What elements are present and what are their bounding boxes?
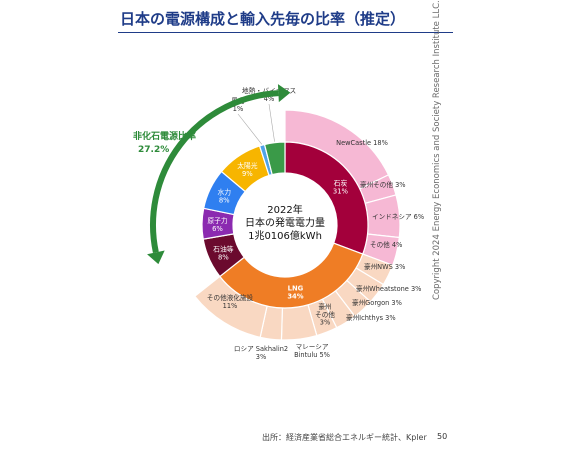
outer-label-wheatstone-5: 豪州Wheatstone 3%: [356, 284, 421, 293]
outer-label-item-1: 豪州その他 3%: [360, 180, 406, 189]
arrow-head-bottom: [147, 250, 165, 265]
annotation-value: 27.2%: [138, 145, 169, 155]
inner-label-1: LNG 34%: [287, 285, 303, 301]
page-title: 日本の電源構成と輸入先毎の比率（推定）: [120, 10, 406, 28]
outer-label-newcastle-0: NewCastle 18%: [336, 139, 388, 147]
inner-slice-7: [263, 141, 286, 176]
outer-label-sakhalin2-10: ロシア Sakhalin2 3%: [234, 345, 288, 361]
inner-ring: [201, 141, 369, 309]
inner-label-5: 太陽光 9%: [237, 161, 258, 178]
annotation-label: 非化石電源比率: [133, 130, 196, 142]
inner-leader-6: [237, 113, 263, 145]
inner-leader-7: [268, 103, 275, 142]
center-line-1: 日本の発電電力量: [245, 216, 325, 229]
arrow-arc: [150, 90, 279, 254]
non-fossil-arrow: 非化石電源比率 27.2%: [133, 84, 291, 265]
inner-label-3: 原子力 6%: [207, 216, 228, 233]
inner-slice-1: [219, 242, 364, 309]
outer-label-item-2: インドネシア 6%: [372, 213, 424, 221]
inner-label-0: 石炭 31%: [333, 180, 349, 196]
source-note: 出所：経済産業省総合エネルギー統計、Kpler: [262, 433, 427, 442]
inner-label-4: 水力 8%: [217, 188, 231, 205]
outer-label-nws-4: 豪州NWS 3%: [364, 262, 405, 271]
outer-labels: NewCastle 18% 豪州その他 3% インドネシア 6% その他 4% 豪州NW…: [207, 139, 424, 361]
outer-label-bintulu-9: マレーシア Bintulu 5%: [294, 343, 330, 359]
outer-label-item-11: その他液化施設 11%: [207, 293, 254, 310]
inner-slice-0: [284, 141, 369, 255]
inner-label-7: 地熱・バイオマス 4%: [242, 86, 297, 103]
arrow-head-top: [277, 84, 291, 103]
inner-label-2: 石油等 8%: [213, 245, 234, 262]
center-line-0: 2022年: [267, 203, 302, 216]
title-underline: [118, 32, 453, 33]
outer-label-item-8: 豪州その他 3%: [315, 302, 335, 327]
center-line-2: 1兆0106億kWh: [248, 229, 322, 242]
copyright-text: Copyright 2024 Energy Economics and Soci…: [432, 0, 442, 300]
page-number: 50: [437, 432, 448, 441]
outer-label-ichthys-7: 豪州Ichthys 3%: [346, 313, 396, 322]
outer-label-gorgon-6: 豪州Gorgon 3%: [352, 298, 402, 307]
outer-label-item-3: その他 4%: [370, 240, 402, 249]
